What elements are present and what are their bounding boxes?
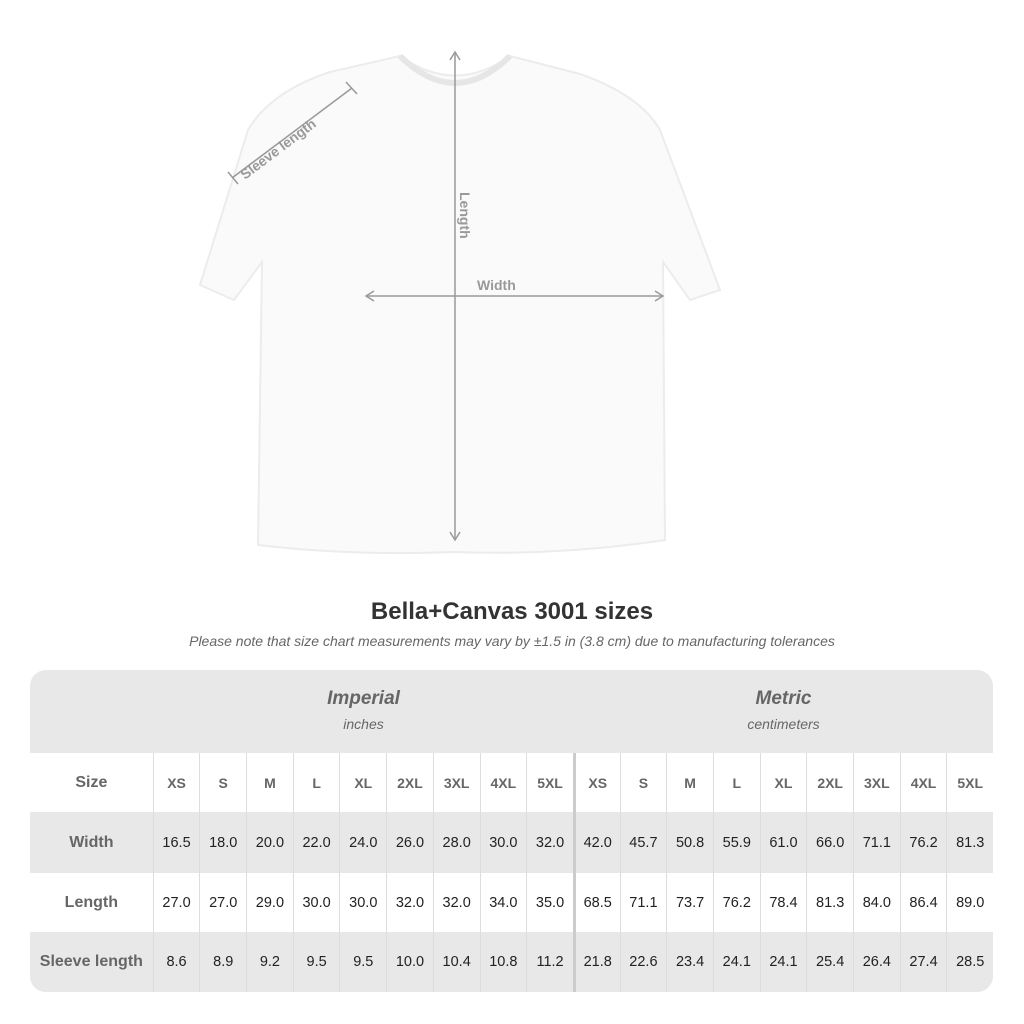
table-cell: 71.1 (619, 873, 667, 932)
table-cell: 9.2 (246, 932, 293, 992)
table-cell: 50.8 (666, 812, 713, 873)
table-cell: 68.5 (572, 873, 620, 932)
size-header-cell: XS (152, 753, 200, 812)
table-cell: 25.4 (806, 932, 853, 992)
metric-label: Metric (755, 688, 812, 709)
table-cell: 78.4 (759, 873, 807, 932)
row-label: Size (75, 773, 108, 791)
table-cell: 76.2 (899, 812, 947, 873)
row-label: Sleeve length (39, 953, 143, 970)
table-cell: 20.0 (246, 812, 293, 873)
size-header-row: Size XS S M L XL 2XL 3XL 4XL 5XL XS S M L XL 2XL 3XL 4XL 5… (30, 753, 993, 812)
table-cell: 61.0 (759, 812, 807, 873)
length-label: Length (457, 192, 473, 239)
table-cell: 42.0 (572, 812, 620, 873)
size-header-cell: 5XL (946, 753, 993, 812)
size-header-cell: L (712, 753, 760, 812)
table-cell: 29.0 (246, 873, 293, 932)
table-cell: 23.4 (666, 932, 713, 992)
table-row: Width 16.5 18.0 20.0 22.0 24.0 26.0 28.0 30.0 32.… (30, 812, 993, 873)
table-cell: 81.3 (946, 812, 993, 873)
row-label: Length (64, 893, 118, 911)
size-header-cell: XL (339, 753, 386, 812)
table-cell: 10.4 (432, 932, 480, 992)
table-cell: 30.0 (339, 873, 386, 932)
size-header-cell: 3XL (853, 753, 900, 812)
size-header-cell: 2XL (386, 753, 433, 812)
table-cell: 24.1 (712, 932, 760, 992)
table-cell: 22.6 (619, 932, 667, 992)
imperial-label: Imperial (327, 688, 400, 709)
size-header-cell: S (199, 753, 246, 812)
size-header-cell: M (666, 753, 713, 812)
table-cell: 9.5 (292, 932, 340, 992)
table-cell: 71.1 (853, 812, 900, 873)
table-cell: 27.0 (152, 873, 200, 932)
size-header-cell: 3XL (432, 753, 480, 812)
table-cell: 27.4 (899, 932, 947, 992)
table-cell: 32.0 (386, 873, 433, 932)
table-cell: 45.7 (619, 812, 667, 873)
table-cell: 89.0 (946, 873, 993, 932)
tolerance-note: Please note that size chart measurements… (189, 633, 835, 649)
tshirt-diagram: Sleeve length Length Width (198, 50, 722, 555)
table-cell: 21.8 (572, 932, 620, 992)
table-cell: 32.0 (526, 812, 573, 873)
size-header-cell: XL (759, 753, 807, 812)
size-header-cell: 4XL (479, 753, 527, 812)
table-cell: 28.0 (432, 812, 480, 873)
table-cell: 32.0 (432, 873, 480, 932)
tshirt-shape (198, 54, 722, 555)
table-cell: 73.7 (666, 873, 713, 932)
table-row: Sleeve length 8.6 8.9 9.2 9.5 9.5 10.0 10.4 10.8… (30, 932, 993, 992)
table-row: Length 27.0 27.0 29.0 30.0 30.0 32.0 32.0 34.0 35… (30, 873, 993, 932)
table-cell: 30.0 (292, 873, 340, 932)
size-header-cell: M (246, 753, 293, 812)
size-header-cell: 2XL (806, 753, 853, 812)
table-cell: 8.9 (199, 932, 246, 992)
table-cell: 30.0 (479, 812, 527, 873)
table-cell: 76.2 (712, 873, 760, 932)
table-cell: 24.1 (759, 932, 807, 992)
imperial-header: Imperial inches (153, 670, 574, 753)
table-cell: 34.0 (479, 873, 527, 932)
imperial-unit: inches (343, 716, 384, 732)
table-cell: 81.3 (806, 873, 853, 932)
size-header-cell: 5XL (526, 753, 573, 812)
table-cell: 66.0 (806, 812, 853, 873)
table-cell: 84.0 (853, 873, 900, 932)
table-cell: 11.2 (526, 932, 573, 992)
size-header-cell: L (292, 753, 340, 812)
table-cell: 8.6 (152, 932, 200, 992)
table-cell: 10.0 (386, 932, 433, 992)
row-label: Width (69, 833, 114, 851)
table-cell: 27.0 (199, 873, 246, 932)
size-header-cell: S (619, 753, 667, 812)
measure-lines (227, 50, 665, 542)
table-cell: 16.5 (152, 812, 200, 873)
table-cell: 26.4 (853, 932, 900, 992)
table-cell: 26.0 (386, 812, 433, 873)
table-cell: 10.8 (479, 932, 527, 992)
table-cell: 86.4 (899, 873, 947, 932)
width-label: Width (477, 277, 516, 293)
table-cell: 28.5 (946, 932, 993, 992)
table-cell: 9.5 (339, 932, 386, 992)
table-cell: 18.0 (199, 812, 246, 873)
table-cell: 55.9 (712, 812, 760, 873)
size-header-cell: 4XL (899, 753, 947, 812)
table-cell: 35.0 (526, 873, 573, 932)
size-table: Imperial inches Metric centimeters Size X… (30, 670, 993, 992)
page-title: Bella+Canvas 3001 sizes (370, 598, 654, 625)
size-header-cell: XS (572, 753, 620, 812)
metric-unit: centimeters (747, 716, 820, 732)
table-cell: 22.0 (292, 812, 340, 873)
metric-header: Metric centimeters (574, 670, 993, 753)
table-cell: 24.0 (339, 812, 386, 873)
